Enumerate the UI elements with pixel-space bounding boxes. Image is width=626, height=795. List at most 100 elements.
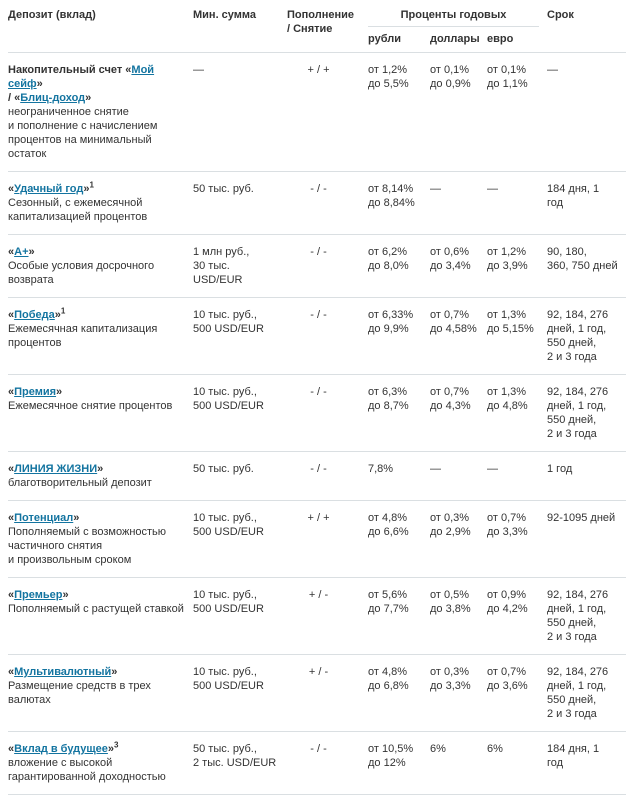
rate-usd-value: от 0,7% до 4,58% (430, 309, 477, 335)
rate-rub-value: 7,8% (368, 463, 394, 475)
deposit-description: Пополняемый с растущей ставкой (8, 603, 184, 615)
rate-rub-value: от 4,8% до 6,6% (368, 512, 409, 538)
deposit-title-text: « (8, 589, 15, 601)
table-row: «Вклад в будущее»3 вложение с высокой га… (8, 732, 626, 795)
deposit-title-text: » (28, 246, 35, 258)
deposit-title: «Мультивалютный» (8, 665, 185, 679)
table-row: «Премия» Ежемесячное снятие процентов 10… (8, 375, 626, 452)
deposit-cell: «Вклад в будущее»3 вложение с высокой га… (8, 740, 193, 784)
deposit-title-text: « (8, 183, 15, 195)
deposit-title-text: » (83, 183, 90, 195)
deposit-link[interactable]: Блиц-доход (20, 92, 86, 104)
deposit-title-text: « (8, 309, 15, 321)
footnote-marker: 1 (60, 306, 66, 316)
deposit-description: Ежемесячная капитализация процентов (8, 323, 158, 349)
refill-withdraw-value: + / + (307, 64, 330, 76)
rate-eur-value: от 1,2% до 3,9% (487, 246, 528, 272)
deposit-title-text: » (111, 666, 118, 678)
min-sum-value: 10 тыс. руб., 500 USD/EUR (193, 386, 264, 412)
deposit-title: «А+» (8, 245, 185, 259)
deposit-description: Ежемесячное снятие процентов (8, 400, 173, 412)
refill-withdraw-value: + / + (307, 512, 330, 524)
rate-eur-value: от 1,3% до 5,15% (487, 309, 534, 335)
table-row: «Мультивалютный» Размещение средств в тр… (8, 655, 626, 732)
deposit-title-text: « (8, 512, 15, 524)
rate-rub-value: от 4,8% до 6,8% (368, 666, 409, 692)
header-currency-rub: рубли (368, 33, 401, 45)
rate-usd-value: от 0,7% до 4,3% (430, 386, 471, 412)
table-header: Депозит (вклад) Мин. сумма Пополнение / … (8, 0, 626, 53)
deposit-description: Размещение средств в трех валютах (8, 680, 151, 706)
table-body: Накопительный счет «Мой сейф» / «Блиц-до… (8, 53, 626, 795)
term-value: 92, 184, 276 дней, 1 год, 550 дней, 2 и … (547, 309, 609, 363)
header-currency-usd: доллары (430, 33, 480, 45)
deposit-title-text: » (97, 463, 104, 475)
deposit-title-text: » (73, 512, 80, 524)
deposit-description: вложение с высокой гарантированной доход… (8, 757, 166, 783)
rate-rub-value: от 1,2% до 5,5% (368, 64, 409, 90)
deposit-link[interactable]: Потенциал (14, 512, 74, 524)
table-row: «Победа»1 Ежемесячная капитализация проц… (8, 298, 626, 375)
deposit-title: «Премия» (8, 385, 185, 399)
min-sum-value: 10 тыс. руб., 500 USD/EUR (193, 666, 264, 692)
refill-withdraw-value: - / - (310, 463, 327, 475)
header-min-sum: Мин. сумма (193, 9, 257, 21)
rate-eur-value: от 0,1% до 1,1% (487, 64, 528, 90)
min-sum-value: 10 тыс. руб., 500 USD/EUR (193, 512, 264, 538)
rate-eur-value: от 0,9% до 4,2% (487, 589, 528, 615)
min-sum-value: 10 тыс. руб., 500 USD/EUR (193, 589, 264, 615)
rate-rub-value: от 6,3% до 8,7% (368, 386, 409, 412)
deposit-link[interactable]: Удачный год (14, 183, 84, 195)
term-value: 184 дня, 1 год (547, 743, 600, 769)
term-value: 92, 184, 276 дней, 1 год, 550 дней, 2 и … (547, 386, 609, 440)
rate-eur-value: от 0,7% до 3,3% (487, 512, 528, 538)
deposit-title-text: » (85, 92, 92, 104)
deposit-link[interactable]: Премьер (14, 589, 63, 601)
deposit-title-text: « (8, 463, 15, 475)
rate-rub-value: от 6,2% до 8,0% (368, 246, 409, 272)
rate-usd-value: от 0,1% до 0,9% (430, 64, 471, 90)
deposit-cell: «А+» Особые условия досрочного возврата (8, 245, 193, 287)
rate-eur-value: 6% (487, 743, 503, 755)
rate-usd-value: — (430, 183, 441, 195)
deposit-title-text: » (56, 386, 63, 398)
min-sum-value: — (193, 64, 204, 76)
deposit-cell: «ЛИНИЯ ЖИЗНИ» благотворительный депозит (8, 462, 193, 490)
footnote-marker: 1 (89, 180, 94, 190)
deposit-link[interactable]: Победа (14, 309, 55, 321)
term-value: 92, 184, 276 дней, 1 год, 550 дней, 2 и … (547, 589, 609, 643)
deposit-link[interactable]: Премия (14, 386, 57, 398)
deposit-cell: «Премия» Ежемесячное снятие процентов (8, 385, 193, 441)
table-row: «А+» Особые условия досрочного возврата … (8, 235, 626, 298)
deposit-link[interactable]: Мой сейф (8, 64, 155, 90)
deposit-link[interactable]: А+ (14, 246, 29, 258)
deposit-title-text: « (8, 246, 15, 258)
deposit-title-text: » / « (8, 78, 43, 104)
term-value: 184 дня, 1 год (547, 183, 600, 209)
rate-eur-value: — (487, 463, 498, 475)
refill-withdraw-value: - / - (310, 386, 327, 398)
table-row: «Потенциал» Пополняемый с возможностью ч… (8, 501, 626, 578)
rate-usd-value: от 0,3% до 2,9% (430, 512, 471, 538)
deposit-cell: «Мультивалютный» Размещение средств в тр… (8, 665, 193, 721)
deposit-link[interactable]: ЛИНИЯ ЖИЗНИ (14, 463, 98, 475)
rate-usd-value: — (430, 463, 441, 475)
table-row: «Премьер» Пополняемый с растущей ставкой… (8, 578, 626, 655)
deposit-link[interactable]: Вклад в будущее (14, 743, 108, 755)
refill-withdraw-value: + / - (308, 589, 329, 601)
min-sum-value: 10 тыс. руб., 500 USD/EUR (193, 309, 264, 335)
rate-rub-value: от 10,5% до 12% (368, 743, 414, 769)
deposit-title: «Потенциал» (8, 511, 185, 525)
rate-rub-value: от 8,14% до 8,84% (368, 183, 415, 209)
footnote-marker: 3 (114, 740, 119, 750)
min-sum-value: 50 тыс. руб., 2 тыс. USD/EUR (193, 743, 277, 769)
rate-usd-value: от 0,5% до 3,8% (430, 589, 471, 615)
term-value: 1 год (547, 463, 573, 475)
deposit-link[interactable]: Мультивалютный (14, 666, 112, 678)
header-deposit: Депозит (вклад) (8, 9, 96, 21)
table-row: «ЛИНИЯ ЖИЗНИ» благотворительный депозит … (8, 452, 626, 501)
refill-withdraw-value: - / - (310, 246, 327, 258)
refill-withdraw-value: - / - (310, 183, 327, 195)
deposit-description: благотворительный депозит (8, 477, 152, 489)
term-value: 90, 180, 360, 750 дней (547, 246, 618, 272)
